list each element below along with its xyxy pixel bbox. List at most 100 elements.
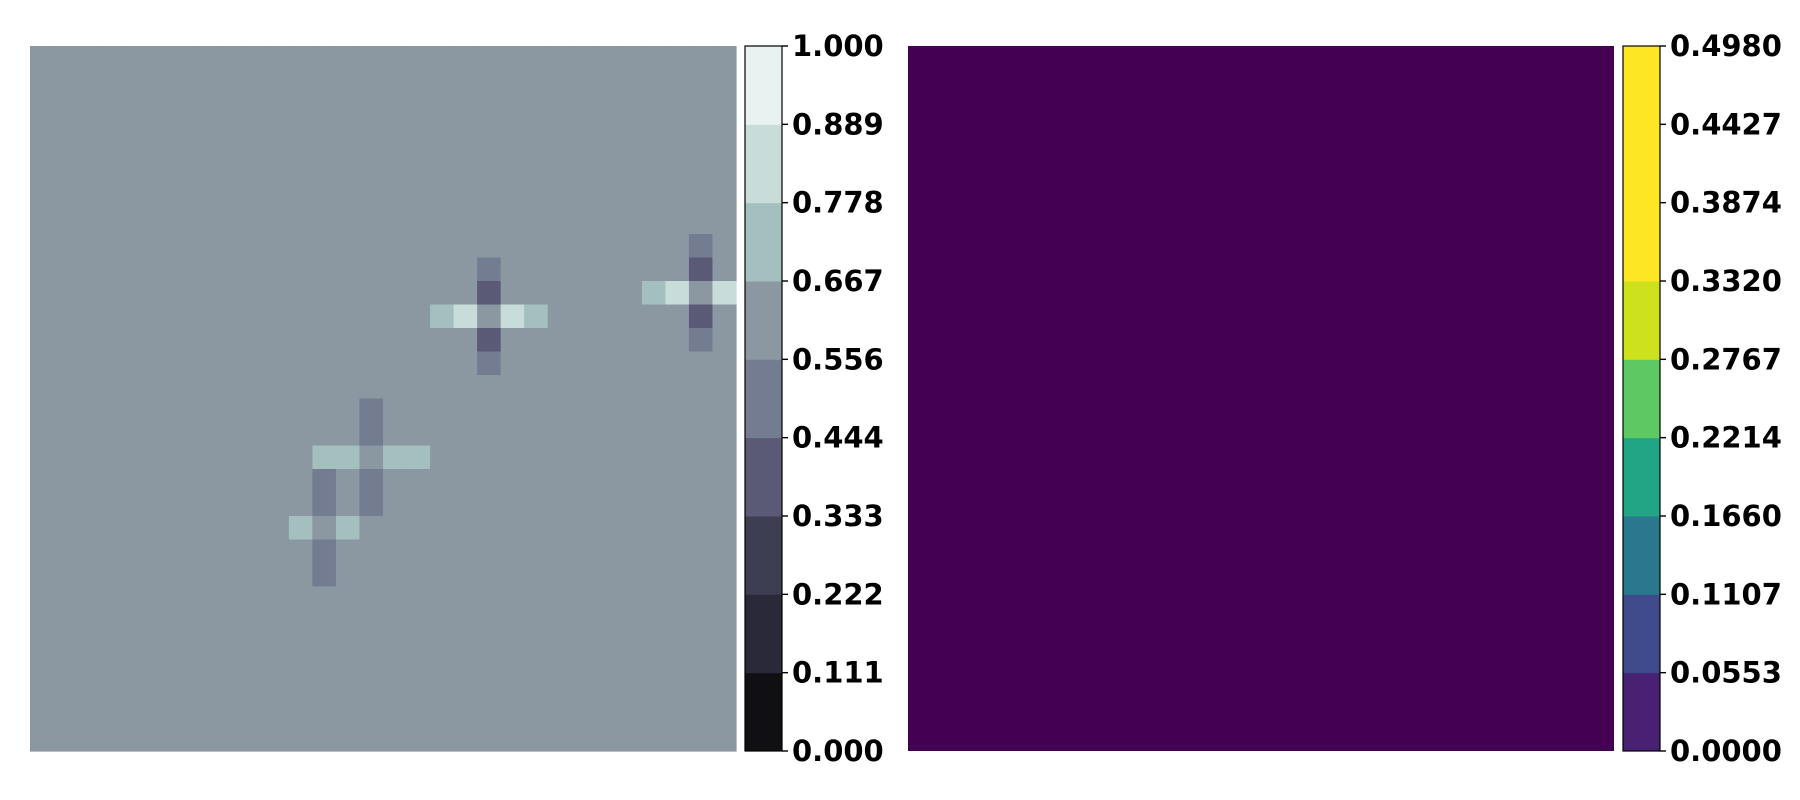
heatmap-cell [335,46,361,71]
heatmap-cell [594,163,619,188]
heatmap-cell [547,727,572,752]
heatmap-cell [312,586,337,611]
heatmap-cell [171,375,196,400]
heatmap-cell [241,422,266,447]
heatmap-cell [524,351,549,376]
heatmap-cell [171,281,196,306]
heatmap-cell [100,445,125,470]
heatmap-cell [453,328,478,353]
heatmap-cell [453,304,478,329]
heatmap-cell [453,422,478,447]
heatmap-cell [77,680,102,705]
heatmap-cell [524,257,549,282]
heatmap-cell [524,210,549,235]
heatmap-cell [524,304,549,329]
heatmap-cell [618,516,643,541]
heatmap-cell [265,422,290,447]
heatmap-cell [453,281,478,306]
heatmap-cell [124,469,149,494]
heatmap-cell [147,234,172,259]
heatmap-cell [147,469,172,494]
heatmap-cell [265,69,290,94]
left-colorbar-tick-label: 0.333 [792,499,884,533]
heatmap-cell [406,398,431,423]
heatmap-cell [53,375,78,400]
right-colorbar-tick-label: 0.2214 [1670,421,1782,455]
heatmap-cell [100,257,125,282]
heatmap-cell [171,140,196,165]
heatmap-cell [383,234,408,259]
heatmap-cell [265,398,290,423]
heatmap-cell [524,93,549,118]
heatmap-cell [500,563,525,588]
heatmap-cell [194,234,219,259]
heatmap-cell [571,210,596,235]
heatmap-cell [665,69,690,94]
heatmap-cell [100,328,125,353]
heatmap-cell [265,610,290,635]
heatmap-cell [688,257,714,282]
heatmap-cell [524,375,549,400]
heatmap-cell [547,633,572,658]
heatmap-cell [688,351,714,376]
heatmap-cell [77,704,102,729]
heatmap-cell [406,163,431,188]
heatmap-cell [665,469,690,494]
heatmap-cell [406,727,431,752]
heatmap-cell [430,422,455,447]
heatmap-cell [571,375,596,400]
heatmap-cell [30,657,55,682]
heatmap-cell [406,422,431,447]
heatmap-cell [453,492,478,517]
heatmap-cell [194,398,219,423]
heatmap-cell [218,375,243,400]
heatmap-cell [218,46,243,71]
heatmap-cell [53,610,78,635]
heatmap-cell [194,563,219,588]
heatmap-cell [171,93,196,118]
heatmap-cell [641,586,666,611]
left-colorbar-tick-label: 0.889 [792,107,884,141]
heatmap-cell [383,633,408,658]
heatmap-cell [500,539,525,564]
heatmap-cell [335,539,361,564]
heatmap-cell [406,304,431,329]
heatmap-cell [571,257,596,282]
left-colorbar-band [745,516,782,595]
heatmap-cell [453,116,478,141]
heatmap-cell [53,398,78,423]
heatmap-cell [100,727,125,752]
heatmap-cell [30,727,55,752]
heatmap-cell [359,46,384,71]
heatmap-cell [265,445,290,470]
heatmap-cell [453,539,478,564]
heatmap-cell [194,704,219,729]
heatmap-cell [100,93,125,118]
heatmap-cell [312,398,337,423]
heatmap-cell [241,563,266,588]
heatmap-cell [665,234,690,259]
heatmap-cell [171,492,196,517]
heatmap-cell [241,304,266,329]
heatmap-cell [312,210,337,235]
heatmap-cell [171,633,196,658]
heatmap-cell [500,610,525,635]
heatmap-cell [571,469,596,494]
heatmap-cell [712,680,737,705]
heatmap-cell [547,680,572,705]
heatmap-cell [124,445,149,470]
heatmap-cell [100,46,125,71]
heatmap-cell [547,398,572,423]
heatmap-cell [194,445,219,470]
heatmap-cell [312,539,337,564]
heatmap-cell [53,140,78,165]
heatmap-cell [265,727,290,752]
heatmap-cell [571,727,596,752]
heatmap-cell [124,93,149,118]
heatmap-cell [147,492,172,517]
heatmap-cell [124,328,149,353]
heatmap-cell [383,680,408,705]
heatmap-cell [547,304,572,329]
heatmap-cell [618,116,643,141]
heatmap-cell [688,727,714,752]
